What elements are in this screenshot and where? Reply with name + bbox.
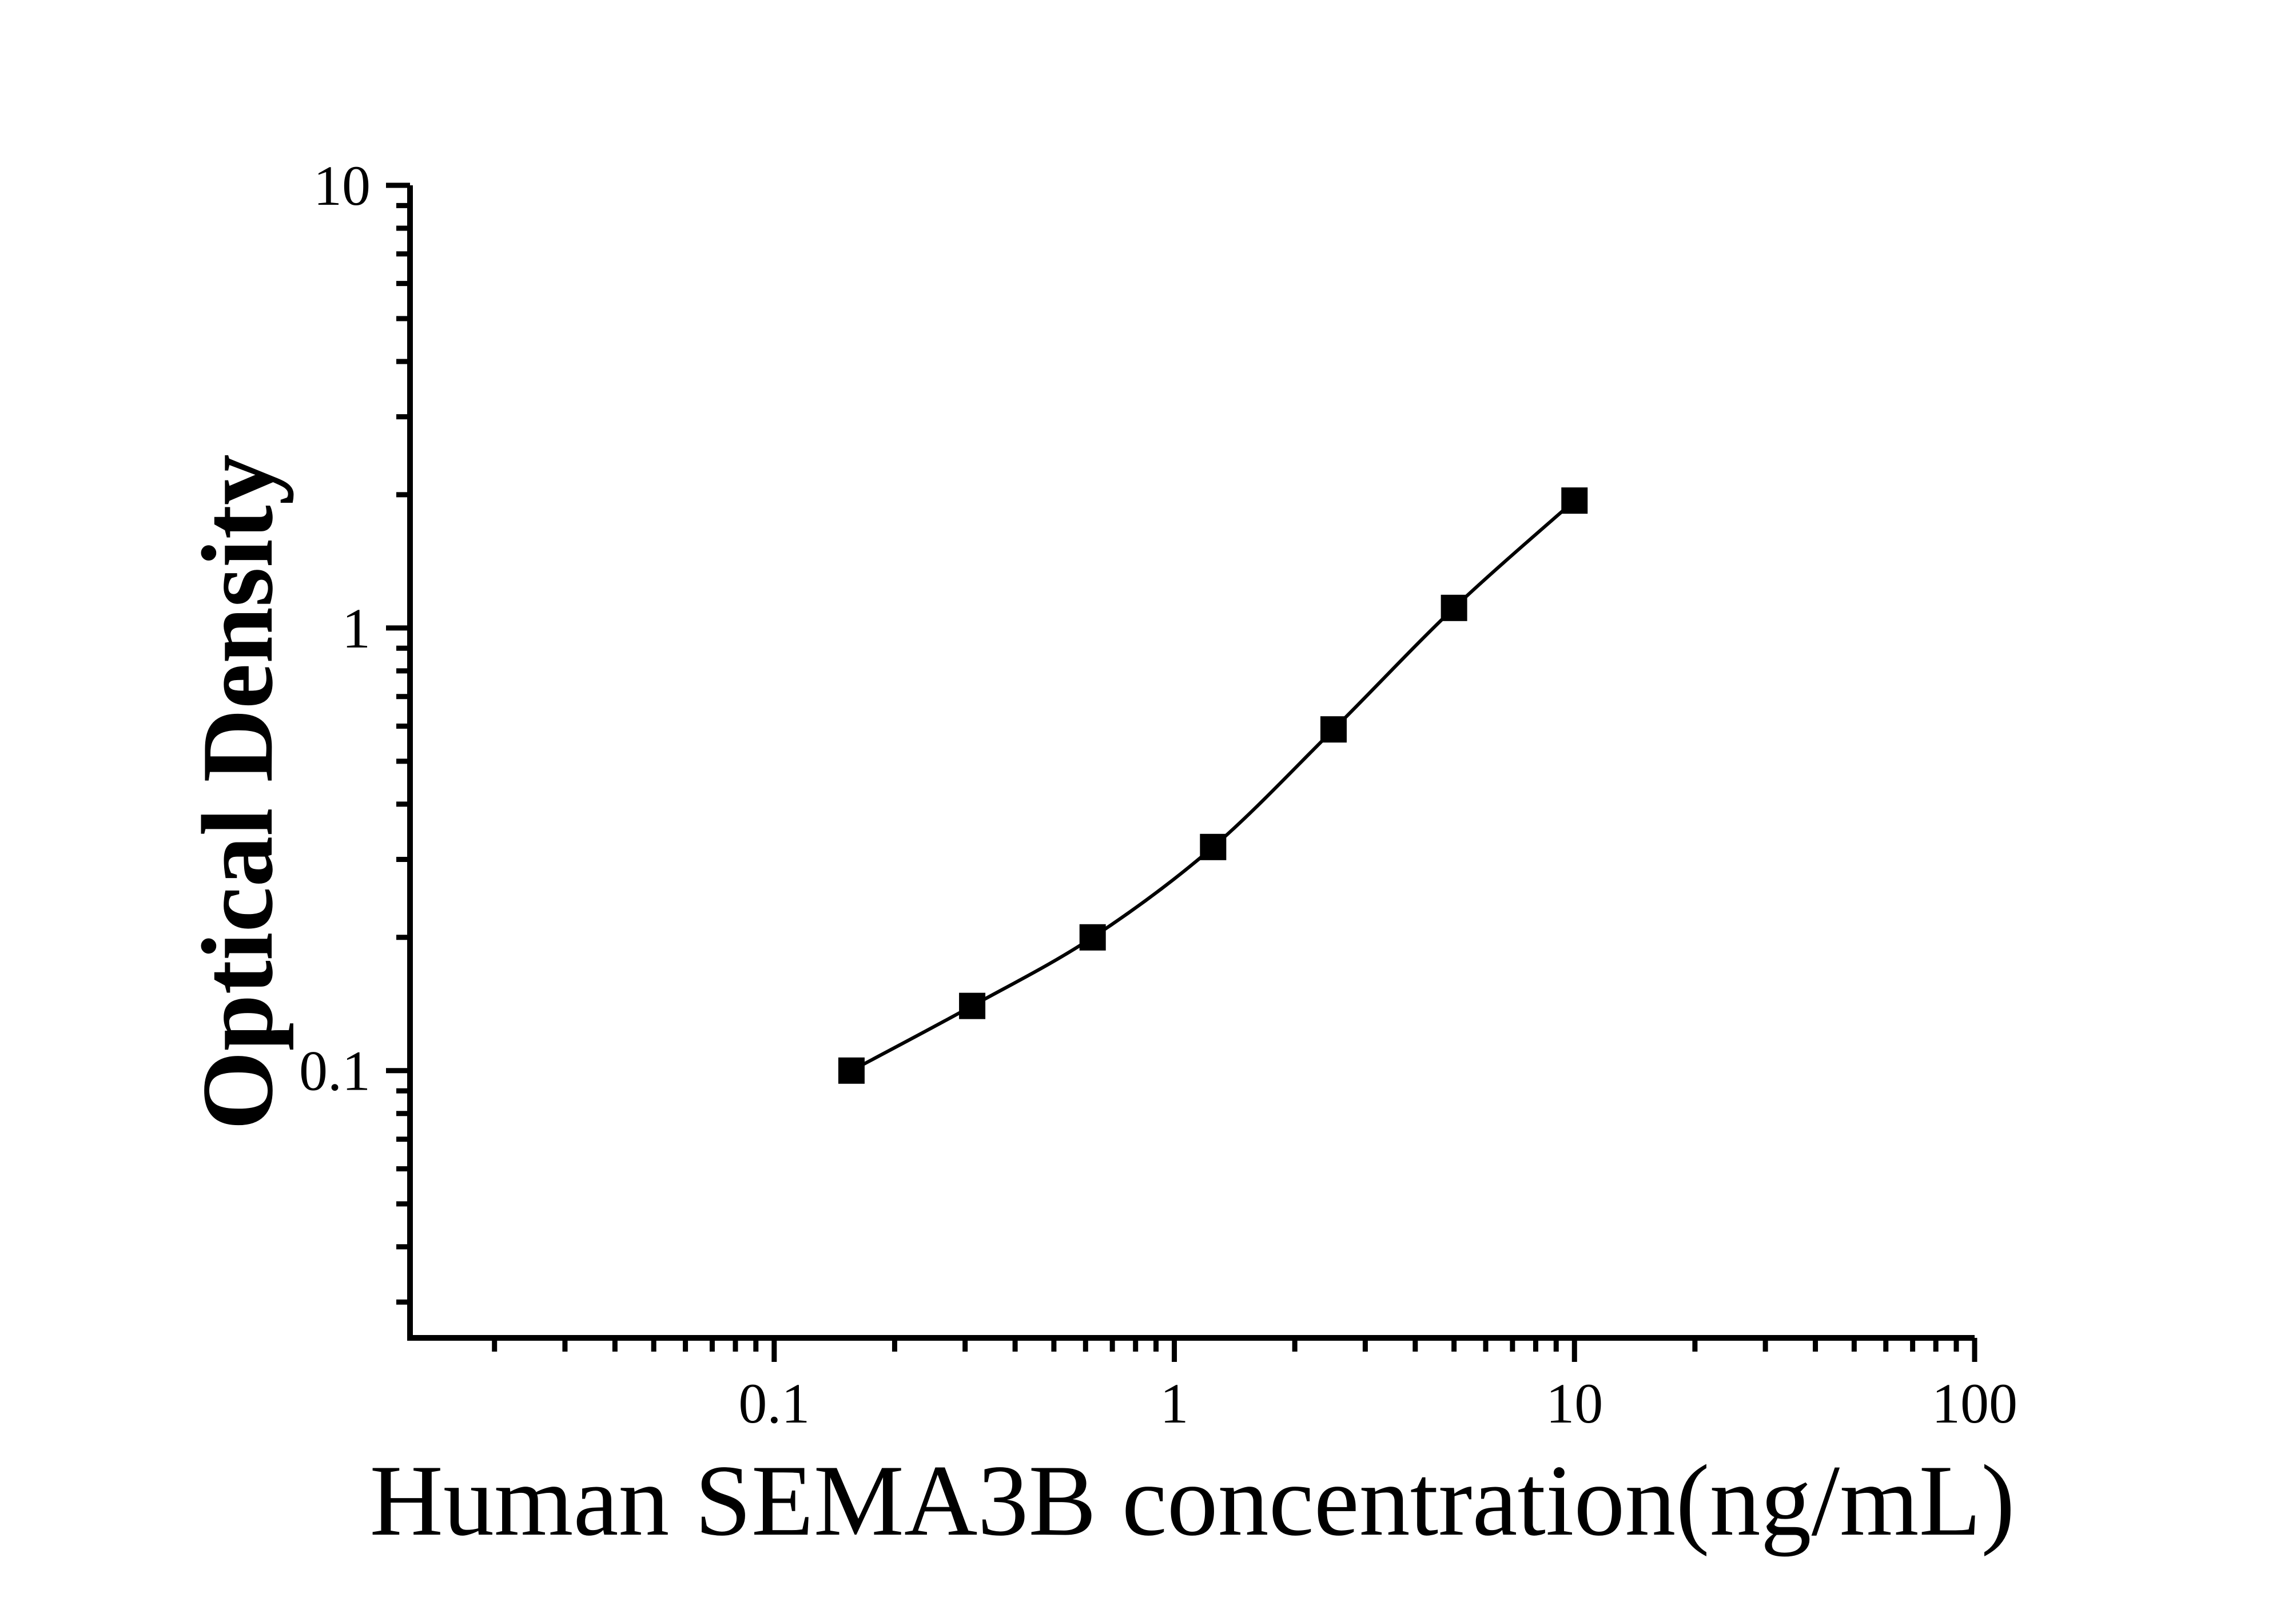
y-tick-label: 0.1 [299, 1039, 371, 1103]
data-point-marker [1561, 487, 1588, 514]
data-point-marker [959, 992, 986, 1019]
y-axis-title: Optical Density [181, 454, 294, 1130]
x-tick-label: 10 [1546, 1372, 1603, 1435]
data-point-marker [1320, 716, 1347, 743]
x-tick-label: 0.1 [738, 1372, 810, 1435]
data-point-marker [1200, 833, 1227, 860]
axes [407, 185, 1975, 1341]
data-point-marker [1079, 924, 1106, 951]
series-markers [838, 487, 1588, 1084]
x-axis-title: Human SEMA3B concentration(ng/mL) [369, 1444, 2015, 1557]
data-point-marker [838, 1057, 865, 1084]
x-tick-label: 100 [1932, 1372, 2018, 1435]
y-tick-label: 1 [342, 597, 371, 660]
data-point-marker [1441, 594, 1467, 621]
series-curve [850, 499, 1576, 1072]
tick-marks [386, 182, 1977, 1362]
axis-lines [407, 185, 1975, 1341]
standard-curve-line [850, 499, 1576, 1072]
tick-labels: 0.1 1 10 100 0.1 1 10 [299, 154, 2018, 1435]
y-tick-label: 10 [313, 154, 371, 217]
x-tick-label: 1 [1160, 1372, 1189, 1435]
